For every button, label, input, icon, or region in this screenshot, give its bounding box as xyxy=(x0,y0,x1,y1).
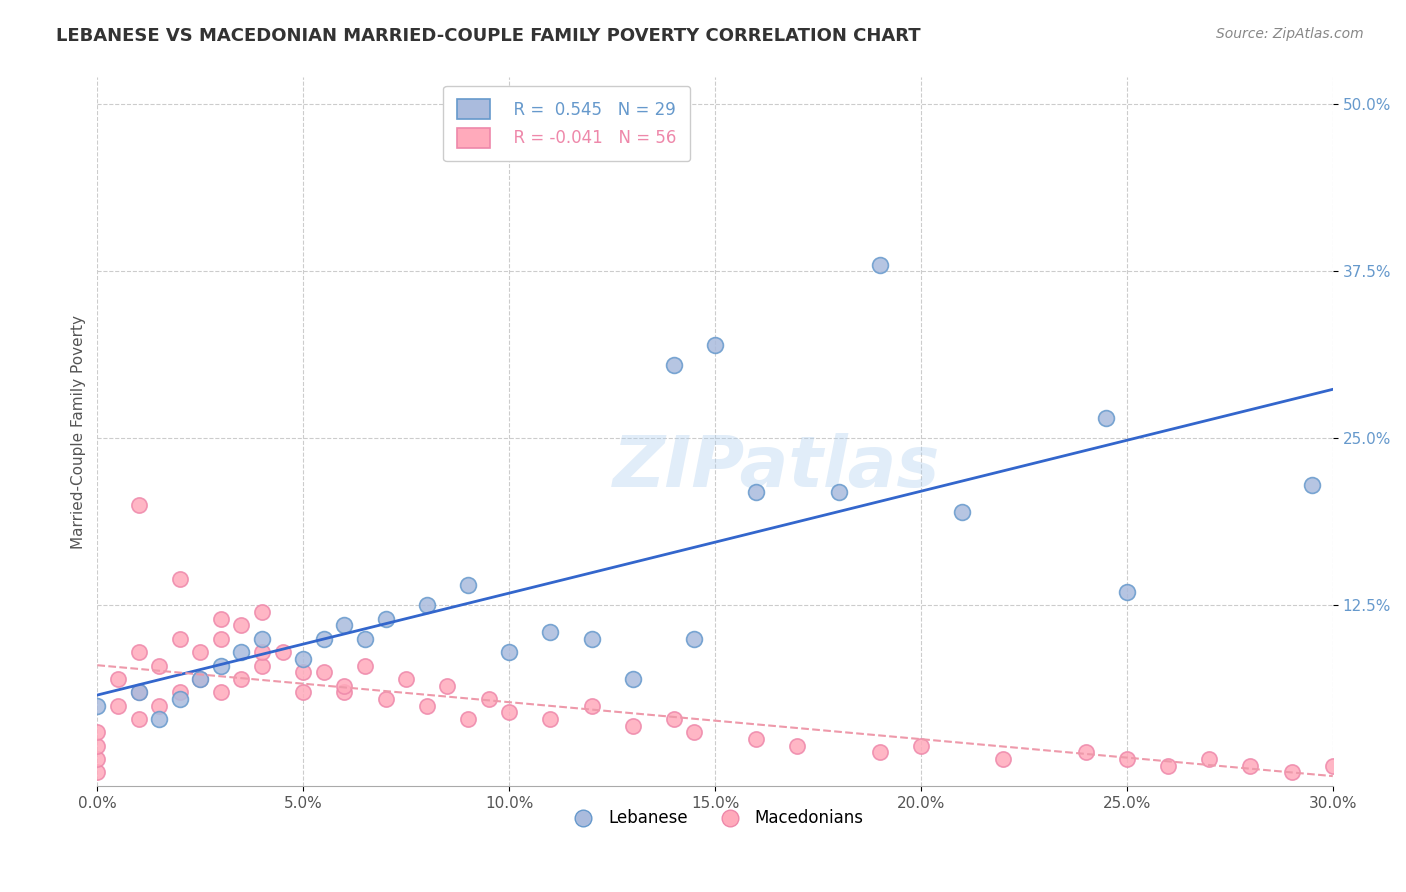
Point xyxy=(498,645,520,659)
Point xyxy=(86,765,108,780)
Point xyxy=(231,618,253,632)
Point xyxy=(581,698,603,713)
Point xyxy=(209,658,232,673)
Point xyxy=(86,698,108,713)
Point xyxy=(1281,765,1303,780)
Point xyxy=(910,739,932,753)
Point xyxy=(169,632,191,646)
Point xyxy=(128,685,150,699)
Point xyxy=(354,632,377,646)
Point xyxy=(621,672,644,686)
Point xyxy=(333,679,356,693)
Point xyxy=(271,645,294,659)
Point xyxy=(1074,745,1097,759)
Point xyxy=(188,645,211,659)
Point xyxy=(86,725,108,739)
Point xyxy=(374,692,396,706)
Point xyxy=(231,645,253,659)
Point xyxy=(333,618,356,632)
Point xyxy=(312,665,335,680)
Point xyxy=(786,739,808,753)
Point xyxy=(1239,758,1261,772)
Point xyxy=(188,672,211,686)
Point xyxy=(704,337,727,351)
Point xyxy=(416,599,439,613)
Point xyxy=(581,632,603,646)
Point xyxy=(107,698,129,713)
Point xyxy=(312,632,335,646)
Point xyxy=(662,358,685,372)
Point xyxy=(148,712,170,726)
Point xyxy=(1301,478,1323,492)
Point xyxy=(477,692,499,706)
Point xyxy=(209,612,232,626)
Point xyxy=(292,685,315,699)
Point xyxy=(416,698,439,713)
Legend: Lebanese, Macedonians: Lebanese, Macedonians xyxy=(560,803,870,834)
Point xyxy=(662,712,685,726)
Point xyxy=(538,625,561,640)
Point xyxy=(169,572,191,586)
Point xyxy=(128,685,150,699)
Point xyxy=(538,712,561,726)
Point xyxy=(745,484,768,499)
Point xyxy=(107,672,129,686)
Point xyxy=(209,632,232,646)
Point xyxy=(148,698,170,713)
Point xyxy=(1095,411,1118,425)
Point xyxy=(231,672,253,686)
Point xyxy=(457,712,479,726)
Y-axis label: Married-Couple Family Poverty: Married-Couple Family Poverty xyxy=(72,315,86,549)
Point xyxy=(250,645,273,659)
Point xyxy=(250,632,273,646)
Text: ZIPatlas: ZIPatlas xyxy=(613,433,941,501)
Point xyxy=(333,685,356,699)
Point xyxy=(148,658,170,673)
Point xyxy=(745,731,768,746)
Point xyxy=(498,706,520,720)
Point xyxy=(354,658,377,673)
Point xyxy=(128,712,150,726)
Point xyxy=(869,258,891,272)
Point xyxy=(683,725,706,739)
Point xyxy=(1115,585,1137,599)
Point xyxy=(188,672,211,686)
Point xyxy=(1115,752,1137,766)
Point xyxy=(993,752,1015,766)
Point xyxy=(209,685,232,699)
Text: Source: ZipAtlas.com: Source: ZipAtlas.com xyxy=(1216,27,1364,41)
Point xyxy=(250,658,273,673)
Point xyxy=(436,679,458,693)
Point xyxy=(869,745,891,759)
Point xyxy=(86,752,108,766)
Point xyxy=(86,739,108,753)
Point xyxy=(950,505,973,519)
Point xyxy=(374,612,396,626)
Point xyxy=(1322,758,1344,772)
Point xyxy=(250,605,273,619)
Point xyxy=(128,498,150,512)
Point xyxy=(169,685,191,699)
Point xyxy=(395,672,418,686)
Point xyxy=(1157,758,1180,772)
Text: LEBANESE VS MACEDONIAN MARRIED-COUPLE FAMILY POVERTY CORRELATION CHART: LEBANESE VS MACEDONIAN MARRIED-COUPLE FA… xyxy=(56,27,921,45)
Point xyxy=(457,578,479,592)
Point xyxy=(683,632,706,646)
Point xyxy=(292,652,315,666)
Point xyxy=(169,692,191,706)
Point xyxy=(128,645,150,659)
Point xyxy=(827,484,849,499)
Point xyxy=(1198,752,1220,766)
Point xyxy=(621,719,644,733)
Point xyxy=(292,665,315,680)
